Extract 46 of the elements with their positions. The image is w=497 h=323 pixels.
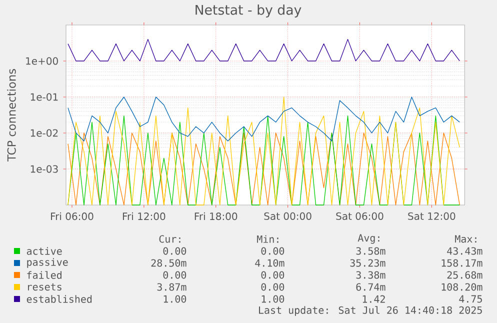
text: 108.20m xyxy=(442,283,482,291)
text: Last update: Sat Jul 26 14:40:18 2025 xyxy=(259,306,482,316)
text: 0.00 xyxy=(261,271,284,279)
text: 0.00 xyxy=(163,271,186,279)
text: 1.00 xyxy=(164,295,186,303)
legend-label: established xyxy=(26,295,92,303)
text: Cur: xyxy=(159,235,180,243)
legend-label: resets xyxy=(28,283,62,291)
text: 1.00 xyxy=(262,295,284,303)
line-series xyxy=(68,38,460,62)
text: 43.43m xyxy=(447,247,482,255)
legend-label: passive xyxy=(27,258,68,268)
y-axis-title: TCP connections xyxy=(7,69,16,162)
y-tick-label: 1e+00 xyxy=(26,57,58,65)
x-tick-label: Fri 06:00 xyxy=(51,212,94,220)
x-tick-label: Sat 00:00 xyxy=(264,212,312,220)
legend-label: active xyxy=(26,247,62,255)
text: Avg: xyxy=(358,234,380,244)
text: 1.42 xyxy=(362,295,385,303)
x-tick-label: Sat 12:00 xyxy=(408,212,456,220)
text: 35.23m xyxy=(350,259,386,267)
text: 6.74m xyxy=(356,283,386,291)
text: 0.00 xyxy=(261,283,284,291)
y-tick-label: 1e-01 xyxy=(30,93,58,101)
chart-title: Netstat - by day xyxy=(196,4,302,18)
y-tick-label: 1e-02 xyxy=(30,129,58,137)
text: 158.17m xyxy=(442,259,482,267)
text: Min: xyxy=(257,235,278,243)
text: 4.10m xyxy=(255,259,284,267)
legend-label: failed xyxy=(27,271,62,279)
text: 4.75 xyxy=(459,295,482,303)
line-series xyxy=(68,96,460,142)
text: 3.38m xyxy=(356,271,386,279)
x-tick-label: Fri 18:00 xyxy=(194,212,238,220)
text: 28.50m xyxy=(151,259,186,267)
text: 3.87m xyxy=(157,283,186,291)
line-series xyxy=(68,132,460,206)
text: 3.58m xyxy=(356,247,386,255)
text: 0.00 xyxy=(163,247,186,255)
x-tick-label: Sat 06:00 xyxy=(336,212,384,220)
text: 0.00 xyxy=(261,247,284,255)
line-series xyxy=(68,96,460,206)
x-tick-label: Fri 12:00 xyxy=(122,212,166,220)
y-tick-label: 1e-03 xyxy=(30,165,58,173)
text: 25.68m xyxy=(447,271,482,279)
text: Max: xyxy=(455,235,476,243)
